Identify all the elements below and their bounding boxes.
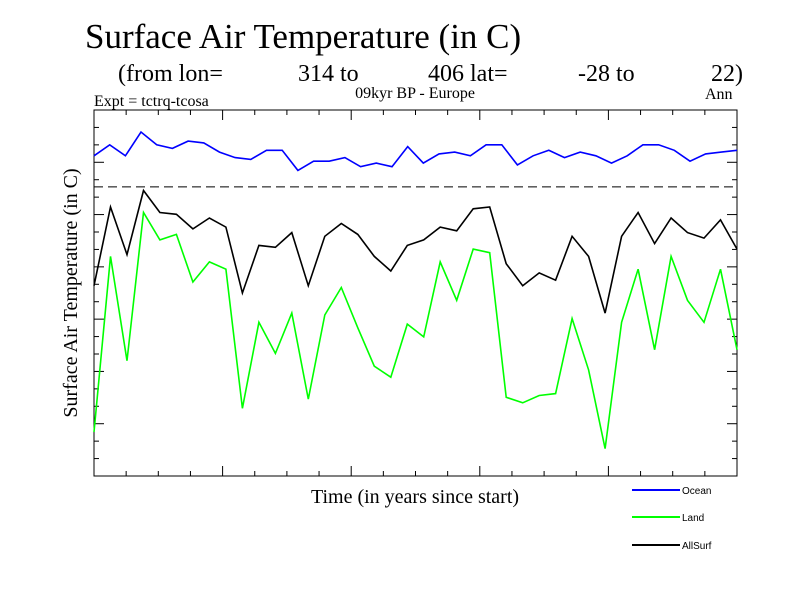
series-line-ocean <box>93 130 738 172</box>
legend-label-allsurf: AllSurf <box>682 541 712 552</box>
y-axis-label: Surface Air Temperature (in C) <box>60 168 82 417</box>
legend: Ocean Land AllSurf <box>632 486 712 552</box>
axis-ticks <box>93 109 738 477</box>
series-line-land <box>93 210 738 449</box>
chart-subtitle: 09kyr BP - Europe <box>355 85 475 102</box>
lon-start: 314 to <box>298 61 359 87</box>
experiment-label: Expt = tctrq-tcosa <box>94 93 209 110</box>
lon-label: (from lon= <box>118 61 223 87</box>
lat-start: -28 to <box>578 61 635 87</box>
chart-title: Surface Air Temperature (in C) <box>85 17 521 56</box>
legend-label-ocean: Ocean <box>682 486 711 497</box>
period-label: Ann <box>705 86 733 103</box>
lon-end: 406 lat= <box>428 61 508 87</box>
lat-end: 22) <box>711 61 743 87</box>
plot-frame <box>93 109 738 477</box>
legend-label-land: Land <box>682 513 704 524</box>
series-line-allsurf <box>93 188 738 314</box>
x-axis-label: Time (in years since start) <box>311 486 519 508</box>
